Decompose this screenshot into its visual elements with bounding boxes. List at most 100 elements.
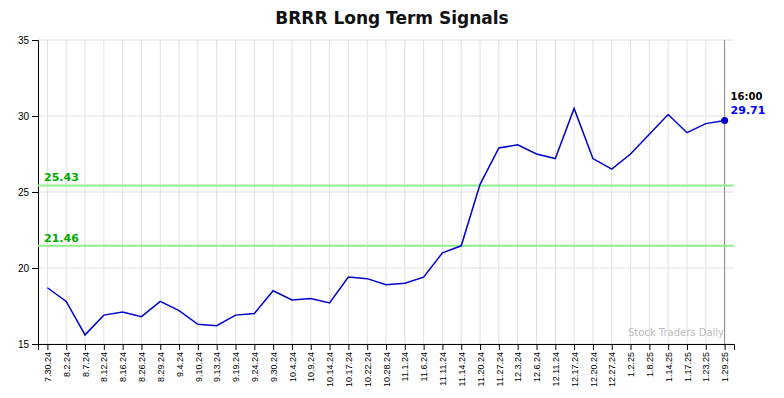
x-tick-label: 10.14.24 (325, 352, 335, 387)
x-tick-label: 12.27.24 (607, 352, 617, 387)
grid-line-x (555, 40, 556, 344)
x-tick-mark (649, 344, 650, 350)
x-tick: 11.20.24 (476, 344, 486, 386)
x-tick: 8.7.24 (81, 344, 91, 377)
grid-line-x (592, 40, 593, 344)
price-line (47, 108, 724, 334)
x-tick: 7.30.24 (43, 344, 53, 382)
reference-line (38, 245, 734, 247)
x-axis-line (39, 345, 735, 351)
grid-line-x (160, 40, 161, 344)
x-tick: 8.26.24 (137, 344, 147, 382)
x-tick-mark (706, 344, 707, 350)
y-tick-mark (32, 344, 38, 345)
x-tick: 9.13.24 (212, 344, 222, 382)
x-tick: 1.17.25 (683, 344, 693, 382)
x-tick: 8.16.24 (118, 344, 128, 382)
x-tick-label: 12.3.24 (513, 352, 523, 382)
x-tick: 12.20.24 (589, 344, 599, 387)
x-tick: 11.11.24 (438, 344, 448, 386)
x-tick-mark (217, 344, 218, 350)
plot: 15202530357.30.248.2.248.7.248.12.248.16… (18, 35, 766, 387)
x-tick-mark (725, 344, 726, 350)
last-point-label: 16:00 (731, 91, 763, 102)
grid-line-x (724, 40, 725, 344)
y-tick: 30 (18, 111, 38, 122)
x-tick: 11.6.24 (419, 344, 429, 381)
x-tick-label: 12.6.24 (532, 352, 542, 382)
grid-line-x (179, 40, 180, 344)
x-tick-mark (574, 344, 575, 350)
x-tick-mark (254, 344, 255, 350)
x-tick-mark (123, 344, 124, 350)
x-tick: 11.14.24 (457, 344, 467, 386)
y-tick: 20 (18, 263, 38, 274)
x-tick-mark (198, 344, 199, 350)
x-tick-mark (593, 344, 594, 350)
x-tick: 9.19.24 (231, 344, 241, 382)
x-tick-label: 10.22.24 (363, 352, 373, 387)
grid-line-x (85, 40, 86, 344)
y-tick-label: 15 (18, 339, 30, 350)
grid-line-x (273, 40, 274, 344)
x-tick: 10.22.24 (363, 344, 373, 387)
x-tick-label: 9.30.24 (269, 352, 279, 382)
x-tick-mark (273, 344, 274, 350)
x-tick-label: 1.17.25 (683, 352, 693, 382)
x-tick: 8.12.24 (99, 344, 109, 382)
x-tick-label: 11.6.24 (419, 352, 429, 381)
y-tick-mark (32, 192, 38, 193)
grid-line-x (404, 40, 405, 344)
x-tick-label: 11.14.24 (457, 352, 467, 386)
watermark: Stock Traders Daily (628, 327, 724, 338)
x-tick-mark (47, 344, 48, 350)
x-tick-label: 8.12.24 (99, 352, 109, 382)
x-tick-mark (668, 344, 669, 350)
x-tick-mark (555, 344, 556, 350)
x-tick-mark (631, 344, 632, 350)
grid-line-x (291, 40, 292, 344)
grid-line-x (649, 40, 650, 344)
grid-line-x (574, 40, 575, 344)
y-tick: 35 (18, 35, 38, 46)
grid-line-x (480, 40, 481, 344)
x-tick-label: 1.23.25 (701, 352, 711, 382)
x-tick: 8.2.24 (62, 344, 72, 377)
grid-line-x (461, 40, 462, 344)
grid-line-x (141, 40, 142, 344)
x-tick-label: 1.14.25 (664, 352, 674, 382)
y-tick-label: 35 (18, 35, 30, 46)
grid-line-x (216, 40, 217, 344)
x-tick: 1.14.25 (664, 344, 674, 382)
x-tick: 12.6.24 (532, 344, 542, 382)
y-tick-mark (32, 40, 38, 41)
x-tick-mark (424, 344, 425, 350)
x-tick: 12.3.24 (513, 344, 523, 382)
grid-line-x (705, 40, 706, 344)
grid-line-x (348, 40, 349, 344)
grid-line-x (235, 40, 236, 344)
x-tick-mark (330, 344, 331, 350)
x-tick-label: 10.9.24 (306, 352, 316, 382)
x-tick-mark (104, 344, 105, 350)
x-tick-label: 11.11.24 (438, 352, 448, 386)
grid-line-x (122, 40, 123, 344)
x-tick: 9.24.24 (250, 344, 260, 382)
x-tick-mark (518, 344, 519, 350)
x-tick-label: 9.10.24 (194, 352, 204, 382)
grid-line-x (630, 40, 631, 344)
y-axis: 1520253035 (18, 35, 39, 350)
x-tick-label: 11.20.24 (476, 352, 486, 386)
x-tick-label: 10.17.24 (344, 352, 354, 387)
x-tick: 9.10.24 (194, 344, 204, 382)
grid-line-x (517, 40, 518, 344)
x-tick: 1.2.25 (626, 344, 636, 377)
grid-line-x (47, 40, 48, 344)
y-axis-line (32, 41, 39, 345)
x-tick: 10.17.24 (344, 344, 354, 387)
grid-line-x (423, 40, 424, 344)
grid (38, 40, 734, 344)
x-tick-mark (348, 344, 349, 350)
grid-line-x (668, 40, 669, 344)
grid-line-x (66, 40, 67, 344)
